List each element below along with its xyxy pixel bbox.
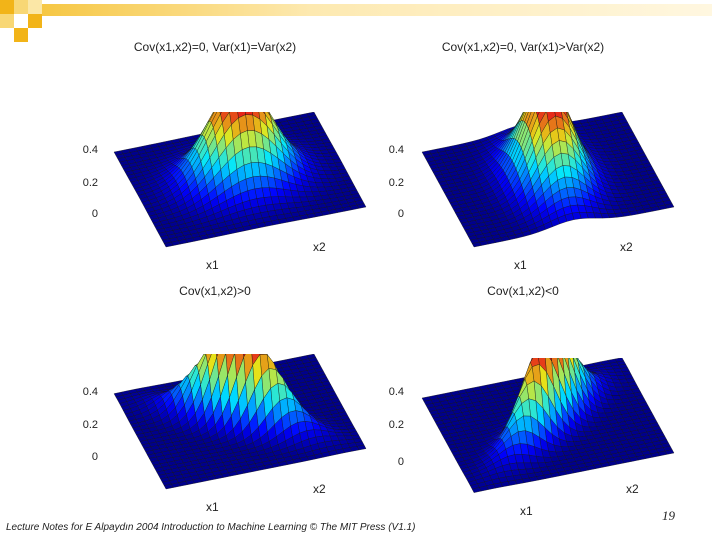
surface-facet bbox=[163, 483, 174, 490]
surface-facet bbox=[471, 487, 482, 493]
plot-title: Cov(x1,x2)<0 bbox=[487, 284, 559, 298]
plot-title-text: Cov(x1,x2)=0, Var(x1)>Var(x2) bbox=[441, 40, 605, 54]
z-tick-label: 0.4 bbox=[82, 144, 98, 156]
surface-mesh bbox=[113, 112, 367, 248]
surface-facet bbox=[471, 241, 482, 248]
surface-facet bbox=[163, 241, 174, 248]
deco-square bbox=[14, 28, 28, 42]
x-axis-label: x1 bbox=[514, 258, 527, 272]
y-axis-label: x2 bbox=[620, 240, 633, 254]
deco-square bbox=[0, 14, 14, 28]
footer-citation: Lecture Notes for E Alpaydın 2004 Introd… bbox=[6, 522, 416, 533]
surface-mesh bbox=[113, 354, 367, 490]
z-tick-label: 0.4 bbox=[82, 386, 98, 398]
z-tick-label: 0 bbox=[397, 208, 404, 220]
z-tick-label: 0.2 bbox=[82, 419, 98, 431]
x-axis-label: x1 bbox=[206, 258, 219, 272]
page-number: 19 bbox=[662, 508, 675, 523]
z-tick-label: 0.4 bbox=[388, 144, 404, 156]
corner-decoration bbox=[0, 0, 60, 42]
deco-square bbox=[14, 0, 28, 14]
top-decoration-bar bbox=[42, 4, 712, 16]
deco-square bbox=[0, 0, 14, 14]
x-axis-label: x1 bbox=[206, 500, 219, 514]
z-tick-label: 0 bbox=[91, 451, 98, 463]
plot-title: Cov(x1,x2)=0, Var(x1)=Var(x2) bbox=[134, 40, 296, 54]
x-axis-label: x1 bbox=[520, 504, 533, 518]
deco-square bbox=[28, 0, 42, 14]
deco-square bbox=[28, 14, 42, 28]
y-axis-label: x2 bbox=[313, 240, 326, 254]
z-tick-label: 0 bbox=[91, 208, 98, 220]
surface-mesh bbox=[421, 358, 675, 493]
plot-title-text: Cov(x1,x2)>0 bbox=[179, 284, 251, 298]
y-axis-label: x2 bbox=[313, 482, 326, 496]
plot-title-text: Cov(x1,x2)=0, Var(x1)=Var(x2) bbox=[133, 40, 297, 54]
surface-mesh bbox=[421, 112, 675, 248]
z-tick-label: 0.2 bbox=[82, 177, 98, 189]
z-tick-label: 0 bbox=[397, 456, 404, 468]
plot-title: Cov(x1,x2)>0 bbox=[179, 284, 251, 298]
plot-title-text: Cov(x1,x2)<0 bbox=[487, 284, 559, 298]
deco-square bbox=[14, 14, 28, 28]
z-tick-label: 0.2 bbox=[388, 419, 404, 431]
plot-title: Cov(x1,x2)=0, Var(x1)>Var(x2) bbox=[442, 40, 604, 54]
z-tick-label: 0.4 bbox=[388, 386, 404, 398]
z-tick-label: 0.2 bbox=[388, 177, 404, 189]
y-axis-label: x2 bbox=[626, 482, 639, 496]
